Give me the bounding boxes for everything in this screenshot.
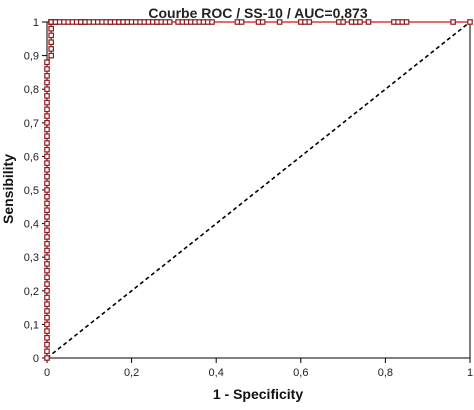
roc-point bbox=[44, 153, 50, 160]
roc-point bbox=[44, 126, 50, 133]
roc-point bbox=[44, 86, 50, 93]
y-tick-label: 0,8 bbox=[24, 84, 39, 96]
roc-point bbox=[44, 119, 50, 126]
roc-point bbox=[450, 19, 456, 25]
roc-point bbox=[365, 19, 372, 25]
roc-point bbox=[44, 308, 50, 314]
roc-point bbox=[44, 328, 50, 334]
y-tick-label: 0,6 bbox=[24, 151, 39, 163]
roc-point bbox=[44, 160, 50, 166]
x-tick-label: 0 bbox=[44, 367, 50, 379]
roc-point bbox=[238, 19, 245, 25]
roc-point bbox=[44, 274, 50, 281]
plot-area: 0 0,2 0,4 0,6 0,8 1 0 0,1 0,2 0,3 0,4 0,5 0,6 0,7 0,8 0… bbox=[24, 17, 473, 379]
x-axis-title: 1 - Specificity bbox=[213, 386, 303, 402]
roc-point bbox=[44, 207, 50, 214]
x-tick-label: 0,2 bbox=[124, 367, 139, 379]
roc-point bbox=[166, 19, 173, 25]
roc-point bbox=[44, 314, 50, 321]
roc-point bbox=[48, 32, 55, 39]
plot-frame bbox=[46, 21, 471, 359]
roc-point bbox=[44, 200, 50, 207]
roc-point bbox=[357, 19, 363, 25]
roc-point bbox=[44, 140, 50, 146]
roc-point bbox=[44, 106, 50, 113]
roc-point bbox=[44, 335, 50, 341]
roc-point bbox=[44, 288, 50, 294]
y-tick-label: 0,2 bbox=[24, 286, 39, 298]
roc-point bbox=[276, 19, 283, 25]
roc-point bbox=[44, 301, 50, 308]
roc-point bbox=[44, 146, 50, 153]
y-tick-label: 1 bbox=[33, 17, 39, 29]
y-tick-label: 0,7 bbox=[24, 118, 39, 130]
roc-point bbox=[48, 46, 55, 52]
roc-point bbox=[306, 19, 313, 25]
y-tick-label: 0,4 bbox=[24, 219, 39, 231]
x-tick-label: 0,8 bbox=[378, 367, 393, 379]
y-tick-label: 0,5 bbox=[24, 185, 39, 197]
roc-point bbox=[44, 93, 50, 99]
roc-point bbox=[44, 167, 50, 173]
roc-point bbox=[44, 267, 50, 274]
roc-point bbox=[44, 261, 50, 267]
roc-point bbox=[44, 227, 50, 234]
roc-point bbox=[44, 321, 50, 328]
roc-point bbox=[44, 254, 50, 261]
roc-point bbox=[44, 348, 50, 355]
roc-point bbox=[48, 52, 55, 59]
roc-point bbox=[44, 59, 50, 66]
y-tick-label: 0,1 bbox=[24, 319, 39, 331]
roc-point bbox=[44, 187, 50, 193]
y-tick-label: 0,3 bbox=[24, 252, 39, 264]
x-tick-label: 0,4 bbox=[209, 367, 224, 379]
roc-point bbox=[44, 294, 50, 301]
roc-point bbox=[44, 234, 50, 240]
roc-point bbox=[209, 19, 215, 25]
roc-point bbox=[48, 25, 55, 32]
roc-point bbox=[44, 281, 50, 287]
roc-point bbox=[44, 355, 50, 361]
roc-point bbox=[48, 39, 55, 46]
roc-point bbox=[44, 247, 50, 254]
y-tick-label: 0 bbox=[33, 353, 39, 365]
roc-point bbox=[44, 214, 50, 220]
roc-point bbox=[467, 19, 473, 25]
roc-curve bbox=[46, 21, 470, 358]
roc-point bbox=[340, 19, 346, 25]
roc-point bbox=[44, 99, 50, 106]
x-tick-label: 0,6 bbox=[293, 367, 308, 379]
roc-point bbox=[44, 220, 50, 227]
roc-point bbox=[44, 173, 50, 180]
x-tick-label: 1 bbox=[467, 367, 473, 379]
y-axis-title: Sensibility bbox=[0, 154, 16, 224]
roc-point bbox=[44, 66, 50, 72]
roc-point bbox=[44, 241, 50, 247]
roc-point bbox=[44, 79, 50, 86]
y-tick-label: 0,9 bbox=[24, 51, 39, 63]
roc-point bbox=[44, 341, 50, 348]
diagonal-reference-line bbox=[46, 21, 471, 359]
roc-point bbox=[403, 19, 410, 25]
roc-point bbox=[259, 19, 266, 25]
roc-point bbox=[44, 193, 50, 200]
roc-point bbox=[44, 113, 50, 119]
roc-point bbox=[44, 133, 50, 140]
chart-title: Courbe ROC / SS-10 / AUC=0,873 bbox=[148, 5, 367, 21]
roc-point bbox=[44, 72, 50, 79]
roc-point bbox=[44, 180, 50, 187]
